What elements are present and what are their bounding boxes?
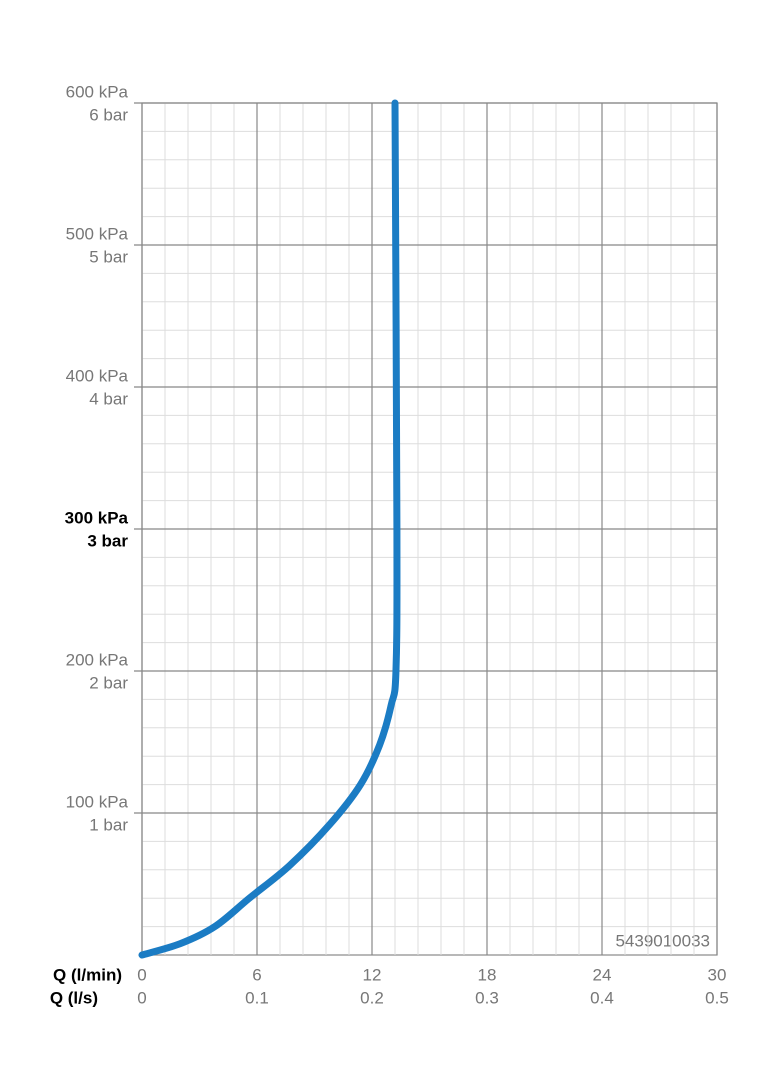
x2-tick-label: 0: [137, 988, 146, 1007]
y2-tick-label: 4 bar: [89, 389, 128, 408]
flow-curve: [138, 99, 401, 959]
y2-tick-label: 2 bar: [89, 673, 128, 692]
y2-tick-label: 3 bar: [87, 531, 128, 550]
x2-tick-label: 0.1: [245, 988, 269, 1007]
y-tick-label: 600 kPa: [66, 82, 129, 101]
x2-tick-label: 0.2: [360, 988, 384, 1007]
x-tick-label: 0: [137, 965, 146, 984]
y-tick-label: 200 kPa: [66, 650, 129, 669]
x2-tick-label: 0.4: [590, 988, 614, 1007]
y2-tick-label: 1 bar: [89, 815, 128, 834]
y-tick-label: 400 kPa: [66, 366, 129, 385]
x2-axis-label: Q (l/s): [50, 988, 98, 1007]
y2-tick-label: 5 bar: [89, 247, 128, 266]
x-tick-label: 6: [252, 965, 261, 984]
x2-tick-label: 0.3: [475, 988, 499, 1007]
x-tick-label: 24: [593, 965, 612, 984]
y-tick-label: 100 kPa: [66, 792, 129, 811]
annotation: 5439010033: [615, 931, 710, 950]
x2-tick-label: 0.5: [705, 988, 729, 1007]
x-tick-label: 18: [478, 965, 497, 984]
y-tick-label: 300 kPa: [65, 508, 129, 527]
x-tick-label: 12: [363, 965, 382, 984]
x-tick-label: 30: [708, 965, 727, 984]
y-tick-label: 500 kPa: [66, 224, 129, 243]
y2-tick-label: 6 bar: [89, 105, 128, 124]
x-axis-label: Q (l/min): [53, 965, 122, 984]
